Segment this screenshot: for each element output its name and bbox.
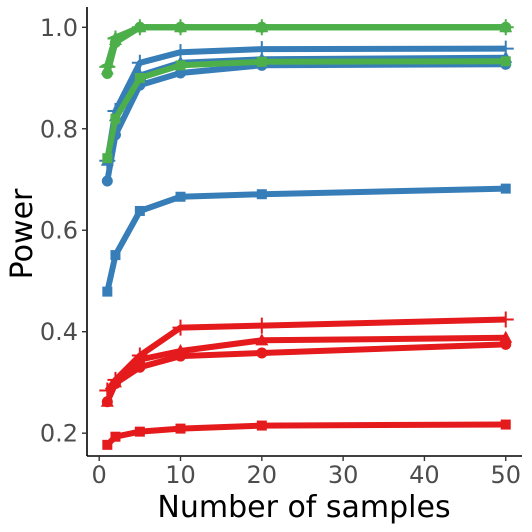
data-point-0-4 (256, 189, 267, 200)
y-tick-label-1: 0.4 (40, 318, 78, 346)
data-point-3-2 (131, 54, 148, 71)
data-point-8-1 (110, 113, 121, 124)
x-axis-title: Number of samples (157, 490, 450, 525)
data-point-7-4 (254, 20, 269, 35)
series-8 (102, 56, 511, 164)
data-point-11-4 (255, 333, 269, 346)
data-point-8-4 (256, 56, 267, 67)
data-point-3-5 (497, 40, 514, 57)
series-line-12 (104, 316, 506, 393)
y-tick-label-2: 0.6 (40, 217, 78, 245)
x-tick-label-2: 20 (247, 461, 278, 489)
y-tick-label-0: 0.2 (40, 420, 78, 448)
data-point-0-2 (134, 205, 145, 216)
data-point-9-1 (110, 431, 121, 442)
data-point-11-5 (499, 330, 513, 343)
data-point-12-3 (172, 319, 189, 336)
x-tick-label-3: 30 (328, 461, 359, 489)
series-9 (102, 419, 511, 450)
x-tick-label-1: 10 (165, 461, 196, 489)
series-line-8 (104, 58, 506, 159)
series-layer (99, 19, 514, 450)
series-0 (102, 183, 511, 297)
data-point-8-2 (134, 73, 145, 84)
data-point-0-0 (102, 286, 113, 297)
data-point-7-0 (100, 58, 115, 73)
series-12 (99, 311, 514, 399)
y-tick-label-3: 0.8 (40, 115, 78, 143)
data-point-12-4 (253, 317, 270, 334)
data-point-9-4 (256, 420, 267, 431)
y-axis-title: Power (5, 188, 40, 279)
data-point-3-3 (172, 44, 189, 61)
x-tick-label-0: 0 (92, 461, 107, 489)
data-point-9-5 (500, 419, 511, 430)
series-1 (101, 58, 512, 187)
data-point-8-5 (500, 56, 511, 67)
data-point-10-4 (256, 347, 268, 359)
data-point-11-0 (100, 394, 114, 407)
series-7 (100, 20, 513, 73)
data-point-9-0 (102, 439, 113, 450)
series-line-7 (104, 24, 506, 67)
x-tick-label-5: 50 (490, 461, 521, 489)
data-point-1-0 (101, 175, 113, 187)
series-line-1 (104, 61, 506, 182)
data-point-12-1 (107, 371, 124, 388)
y-tick-label-4: 1.0 (40, 14, 78, 42)
labels-layer: 0.2 0.4 0.6 0.8 1.0 0 10 20 30 40 50 (40, 14, 521, 489)
data-point-7-3 (173, 20, 188, 35)
series-10 (101, 338, 512, 408)
series-line-2 (104, 54, 506, 162)
x-tick-label-4: 40 (409, 461, 440, 489)
data-point-8-0 (102, 153, 113, 164)
data-point-7-1 (108, 30, 123, 45)
data-point-7-5 (498, 20, 513, 35)
data-point-11-3 (174, 343, 188, 356)
axes-layer (82, 7, 522, 461)
data-point-3-4 (253, 41, 270, 58)
series-line-0 (104, 185, 506, 293)
data-point-0-5 (500, 183, 511, 194)
data-point-9-2 (134, 426, 145, 437)
series-line-9 (105, 421, 506, 447)
data-point-0-1 (110, 250, 121, 261)
data-point-12-2 (131, 347, 148, 364)
data-point-9-3 (175, 423, 186, 434)
data-point-8-3 (175, 60, 186, 71)
data-point-7-2 (132, 20, 147, 35)
data-point-12-5 (497, 311, 514, 328)
data-point-0-3 (175, 191, 186, 202)
data-point-12-0 (99, 382, 116, 399)
